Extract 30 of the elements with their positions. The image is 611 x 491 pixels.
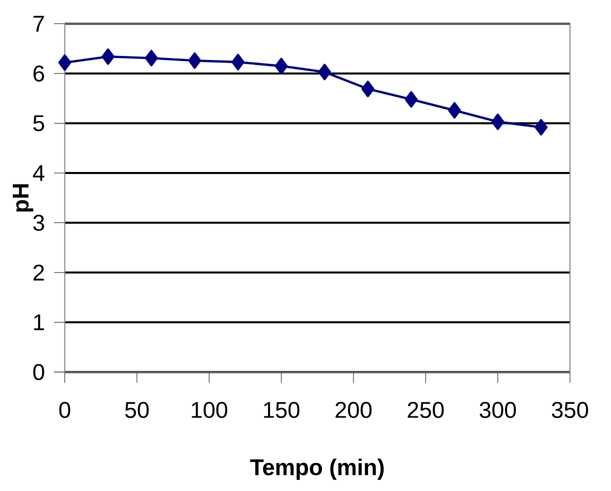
point — [58, 54, 72, 71]
x-tick-label: 300 — [480, 402, 516, 418]
y-tick-label: 5 — [33, 115, 44, 132]
y-tick-label: 4 — [32, 165, 44, 181]
y-tick-label: 0 — [33, 364, 44, 380]
y-tick-label: 7 — [34, 16, 44, 32]
y-tick-label: 2 — [34, 264, 44, 281]
point — [102, 48, 115, 65]
x-tick-label: 150 — [264, 402, 300, 418]
point — [361, 80, 374, 98]
x-tick-label: 250 — [408, 402, 444, 418]
point — [144, 50, 158, 66]
point — [188, 52, 202, 69]
x-tick-label: 100 — [192, 402, 228, 418]
x-tick-label: 50 — [125, 402, 149, 418]
x-axis-title: Tempo (min) — [250, 458, 384, 480]
x-tick-label: 0 — [59, 402, 70, 418]
point — [232, 54, 244, 70]
point — [534, 119, 548, 136]
point — [491, 114, 504, 130]
point — [318, 64, 332, 80]
y-axis-title: pH — [12, 184, 34, 212]
y-tick-label: 3 — [33, 214, 44, 231]
y-tick-label: 6 — [34, 66, 44, 82]
x-tick-label: 200 — [336, 402, 372, 418]
point — [404, 91, 418, 108]
point — [448, 102, 461, 119]
y-tick-label: 1 — [34, 314, 44, 330]
point — [274, 58, 288, 74]
x-tick-label: 350 — [552, 402, 588, 418]
